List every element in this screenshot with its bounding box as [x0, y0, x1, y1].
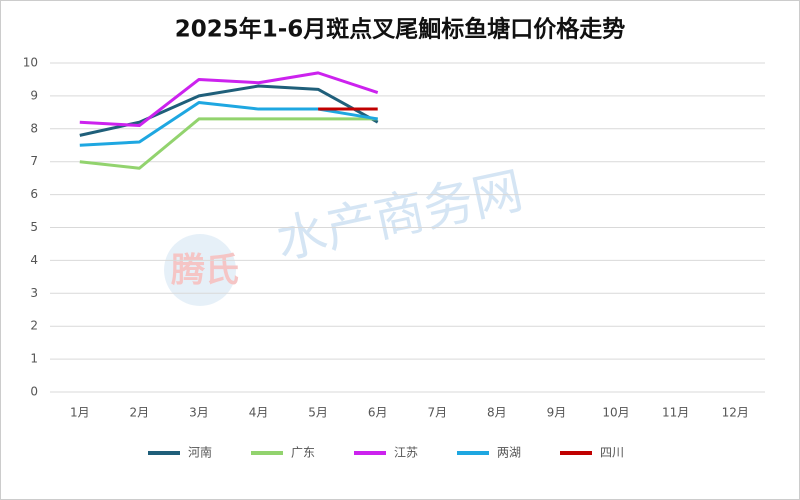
y-tick-label: 7 — [30, 154, 38, 168]
x-tick-label: 5月 — [308, 406, 328, 420]
y-tick-label: 3 — [30, 286, 38, 300]
y-tick-label: 2 — [30, 319, 38, 333]
x-tick-label: 6月 — [368, 406, 388, 420]
chart-title: 2025年1-6月斑点叉尾鮰标鱼塘口价格走势 — [175, 16, 626, 43]
x-tick-label: 11月 — [662, 406, 689, 420]
x-tick-label: 4月 — [249, 406, 269, 420]
legend-label: 四川 — [600, 446, 624, 460]
y-tick-label: 1 — [30, 352, 38, 366]
y-tick-label: 10 — [23, 56, 38, 70]
y-tick-label: 5 — [30, 220, 38, 234]
y-tick-label: 0 — [30, 385, 38, 399]
x-tick-label: 9月 — [547, 406, 567, 420]
series-line — [79, 71, 379, 128]
x-tick-label: 7月 — [427, 406, 447, 420]
x-tick-label: 12月 — [722, 406, 749, 420]
y-tick-label: 4 — [30, 253, 38, 267]
y-tick-label: 9 — [30, 88, 38, 102]
series-line — [79, 117, 378, 170]
x-tick-label: 10月 — [602, 406, 629, 420]
y-tick-label: 8 — [30, 121, 38, 135]
legend-label: 河南 — [188, 445, 212, 460]
watermark-text: 腾氏 — [171, 251, 239, 291]
legend-label: 广东 — [291, 446, 315, 460]
x-tick-label: 3月 — [189, 406, 209, 420]
series-line — [79, 100, 378, 147]
x-tick-label: 1月 — [70, 406, 90, 420]
watermark-logo — [164, 234, 236, 306]
legend-label: 两湖 — [497, 445, 521, 460]
x-tick-label: 8月 — [487, 406, 507, 420]
x-tick-label: 2月 — [130, 406, 150, 420]
legend-label: 江苏 — [394, 446, 418, 460]
y-tick-label: 6 — [30, 187, 38, 201]
